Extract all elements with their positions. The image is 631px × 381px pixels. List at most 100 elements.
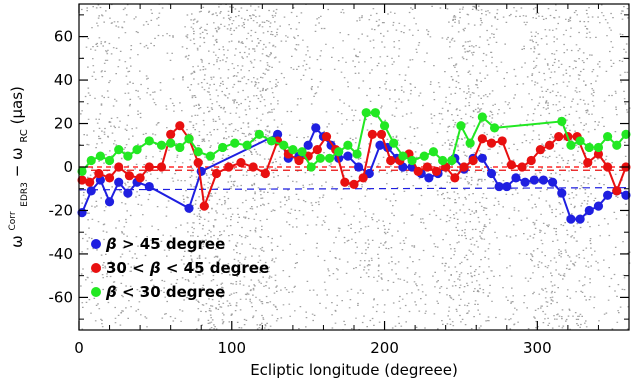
series-point-2 xyxy=(398,151,408,161)
series-point-0 xyxy=(593,201,604,211)
trend-line-0 xyxy=(78,187,630,191)
x-tick-label: 200 xyxy=(370,339,399,357)
series-point-1 xyxy=(367,129,377,139)
series-point-1 xyxy=(422,162,432,172)
series-point-1 xyxy=(535,145,545,155)
series-point-1 xyxy=(260,168,270,179)
x-tick-label: 100 xyxy=(217,339,246,357)
series-point-1 xyxy=(477,134,487,144)
series-point-1 xyxy=(506,160,516,170)
series-point-2 xyxy=(175,142,185,153)
axis-ticks: 0 100 200 300 -60 -40 -20 0 20 40 60 xyxy=(49,4,629,357)
series-point-1 xyxy=(104,173,115,183)
series-point-2 xyxy=(324,153,335,163)
series-point-1 xyxy=(554,131,564,142)
y-tick-label: 60 xyxy=(54,28,73,46)
series-point-2 xyxy=(352,149,362,159)
series-point-2 xyxy=(428,147,439,157)
series-point-1 xyxy=(612,186,622,196)
series-point-0 xyxy=(353,162,364,172)
y-tick-label: 40 xyxy=(54,71,73,89)
series-point-1 xyxy=(431,166,442,176)
legend-label-green: β < 30 degree xyxy=(105,283,225,301)
series-point-2 xyxy=(77,166,87,176)
series-point-1 xyxy=(349,179,359,189)
series-point-1 xyxy=(211,168,222,179)
series-point-2 xyxy=(438,155,448,166)
series-point-2 xyxy=(193,147,203,157)
series-point-2 xyxy=(86,155,96,166)
series-point-1 xyxy=(166,129,176,139)
series-point-2 xyxy=(389,138,399,148)
series-point-2 xyxy=(184,134,194,144)
series-point-1 xyxy=(459,162,469,172)
series-point-1 xyxy=(497,136,507,146)
series-point-2 xyxy=(104,155,115,166)
series-point-0 xyxy=(603,190,613,200)
series-point-2 xyxy=(288,145,298,155)
series-point-2 xyxy=(279,140,289,150)
legend-rest: > 45 degree xyxy=(122,235,225,253)
series-point-1 xyxy=(144,162,154,172)
series-point-2 xyxy=(242,140,252,150)
series-point-0 xyxy=(538,175,549,185)
legend-marker-green xyxy=(91,287,101,297)
series-point-2 xyxy=(334,147,344,157)
series-point-1 xyxy=(175,121,185,131)
series-point-2 xyxy=(156,140,167,150)
series-point-0 xyxy=(184,203,194,213)
series-point-0 xyxy=(311,123,321,133)
series-point-0 xyxy=(566,214,576,224)
series-point-1 xyxy=(321,131,332,142)
series-point-0 xyxy=(273,129,283,139)
series-point-2 xyxy=(447,155,457,166)
legend-rest: < 45 degree xyxy=(166,259,269,277)
series-point-2 xyxy=(465,138,475,148)
series-point-1 xyxy=(603,162,613,172)
series-point-1 xyxy=(224,162,234,172)
series-point-0 xyxy=(584,205,594,216)
series-point-1 xyxy=(156,162,167,172)
legend-beta-symbol: β xyxy=(149,259,161,277)
series-point-2 xyxy=(144,136,154,146)
series-point-1 xyxy=(94,168,104,179)
series-point-2 xyxy=(254,129,264,139)
series-point-2 xyxy=(230,138,240,148)
series-1 xyxy=(77,121,631,211)
series-point-2 xyxy=(361,108,371,118)
series-point-2 xyxy=(489,123,500,133)
legend-entry-beta-gt-45: β > 45 degree xyxy=(91,235,225,253)
series-point-1 xyxy=(593,149,604,159)
series-point-2 xyxy=(407,155,417,166)
legend-prefix: 30 < xyxy=(106,259,150,277)
y-tick-label: -20 xyxy=(49,201,74,219)
series-point-1 xyxy=(544,140,555,150)
series-point-0 xyxy=(494,181,504,192)
series-point-0 xyxy=(621,190,631,200)
series-point-2 xyxy=(566,140,576,150)
series-point-1 xyxy=(486,138,497,148)
legend-beta-symbol: β xyxy=(105,235,117,253)
series-point-1 xyxy=(248,162,258,172)
y-tick-label: -60 xyxy=(49,288,74,306)
series-point-1 xyxy=(236,158,246,168)
series-point-1 xyxy=(312,145,322,155)
y-tick-label: 20 xyxy=(54,115,73,133)
series-point-0 xyxy=(557,188,567,198)
y-label-omega: ω xyxy=(8,235,26,248)
series-point-1 xyxy=(77,175,87,185)
legend-rest: < 30 degree xyxy=(122,283,225,301)
y-tick-label: -40 xyxy=(49,245,74,263)
data-series xyxy=(77,108,631,224)
series-point-0 xyxy=(502,181,512,192)
legend-label-blue: β > 45 degree xyxy=(105,235,225,253)
series-point-0 xyxy=(575,214,585,224)
series-point-1 xyxy=(124,171,135,181)
series-point-1 xyxy=(135,173,145,183)
series-point-1 xyxy=(450,173,460,183)
series-2 xyxy=(77,108,631,176)
series-point-1 xyxy=(199,201,209,211)
series-point-0 xyxy=(86,186,96,196)
series-point-2 xyxy=(306,162,316,172)
